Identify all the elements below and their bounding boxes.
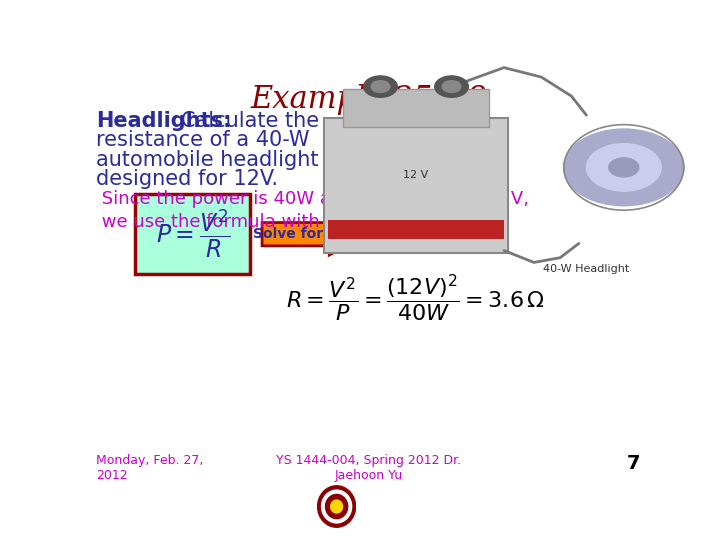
Text: Monday, Feb. 27,
2012: Monday, Feb. 27, 2012 <box>96 454 204 482</box>
Circle shape <box>364 76 397 97</box>
Text: 7: 7 <box>626 454 640 472</box>
Text: automobile headlight: automobile headlight <box>96 150 319 170</box>
Text: Example 25 – 8: Example 25 – 8 <box>251 84 487 115</box>
Text: $P = \dfrac{V^2}{R}$: $P = \dfrac{V^2}{R}$ <box>156 208 230 260</box>
Text: 40-W Headlight: 40-W Headlight <box>544 264 629 274</box>
Text: Calculate the: Calculate the <box>181 111 320 131</box>
Circle shape <box>371 80 390 92</box>
Circle shape <box>586 144 661 191</box>
Circle shape <box>325 495 348 518</box>
Text: Solve for R: Solve for R <box>253 227 338 241</box>
Text: Headlights:: Headlights: <box>96 111 232 131</box>
FancyBboxPatch shape <box>324 118 508 253</box>
Text: designed for 12V.: designed for 12V. <box>96 168 278 189</box>
Text: YS 1444-004, Spring 2012 Dr.
Jaehoon Yu: YS 1444-004, Spring 2012 Dr. Jaehoon Yu <box>276 454 462 482</box>
Circle shape <box>564 130 684 205</box>
Circle shape <box>322 490 351 523</box>
Circle shape <box>330 500 343 513</box>
FancyBboxPatch shape <box>135 194 251 274</box>
FancyBboxPatch shape <box>343 89 489 127</box>
Text: 12 V: 12 V <box>403 170 428 179</box>
Circle shape <box>435 76 469 97</box>
Circle shape <box>318 486 356 527</box>
Text: resistance of a 40-W: resistance of a 40-W <box>96 130 310 150</box>
Polygon shape <box>262 213 371 255</box>
Circle shape <box>609 158 639 177</box>
Text: Since the power is 40W and the voltage is 12V,
 we use the formula with V and R.: Since the power is 40W and the voltage i… <box>96 190 529 231</box>
FancyBboxPatch shape <box>328 220 504 239</box>
Text: $R = \dfrac{V^2}{P} = \dfrac{\left(12V\right)^2}{40W} = 3.6\,\Omega$: $R = \dfrac{V^2}{P} = \dfrac{\left(12V\r… <box>286 273 545 324</box>
Circle shape <box>442 80 461 92</box>
